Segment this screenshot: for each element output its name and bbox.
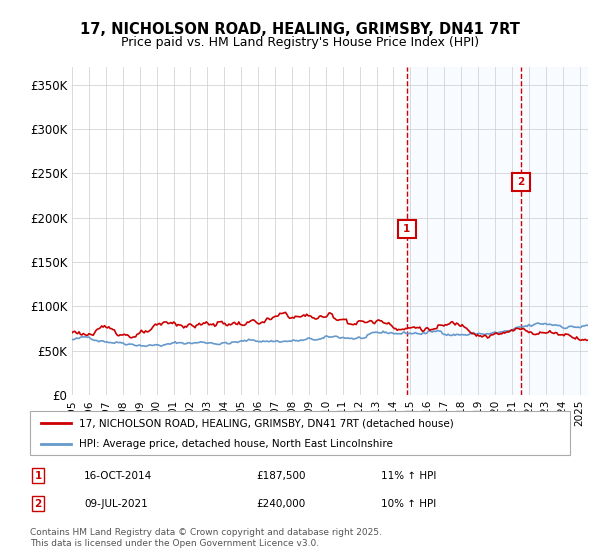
Text: Price paid vs. HM Land Registry's House Price Index (HPI): Price paid vs. HM Land Registry's House … xyxy=(121,36,479,49)
Text: £240,000: £240,000 xyxy=(257,499,306,509)
Text: £187,500: £187,500 xyxy=(257,470,306,480)
Bar xyxy=(407,67,588,395)
Text: 16-OCT-2014: 16-OCT-2014 xyxy=(84,470,152,480)
Text: 11% ↑ HPI: 11% ↑ HPI xyxy=(381,470,436,480)
Text: 2: 2 xyxy=(34,499,42,509)
Text: 17, NICHOLSON ROAD, HEALING, GRIMSBY, DN41 7RT: 17, NICHOLSON ROAD, HEALING, GRIMSBY, DN… xyxy=(80,22,520,38)
Text: 1: 1 xyxy=(403,224,410,234)
Text: 17, NICHOLSON ROAD, HEALING, GRIMSBY, DN41 7RT (detached house): 17, NICHOLSON ROAD, HEALING, GRIMSBY, DN… xyxy=(79,418,454,428)
Text: Contains HM Land Registry data © Crown copyright and database right 2025.
This d: Contains HM Land Registry data © Crown c… xyxy=(30,528,382,548)
Text: HPI: Average price, detached house, North East Lincolnshire: HPI: Average price, detached house, Nort… xyxy=(79,439,392,449)
Text: 1: 1 xyxy=(34,470,42,480)
Text: 09-JUL-2021: 09-JUL-2021 xyxy=(84,499,148,509)
FancyBboxPatch shape xyxy=(30,411,570,455)
Text: 2: 2 xyxy=(517,178,524,187)
Text: 10% ↑ HPI: 10% ↑ HPI xyxy=(381,499,436,509)
